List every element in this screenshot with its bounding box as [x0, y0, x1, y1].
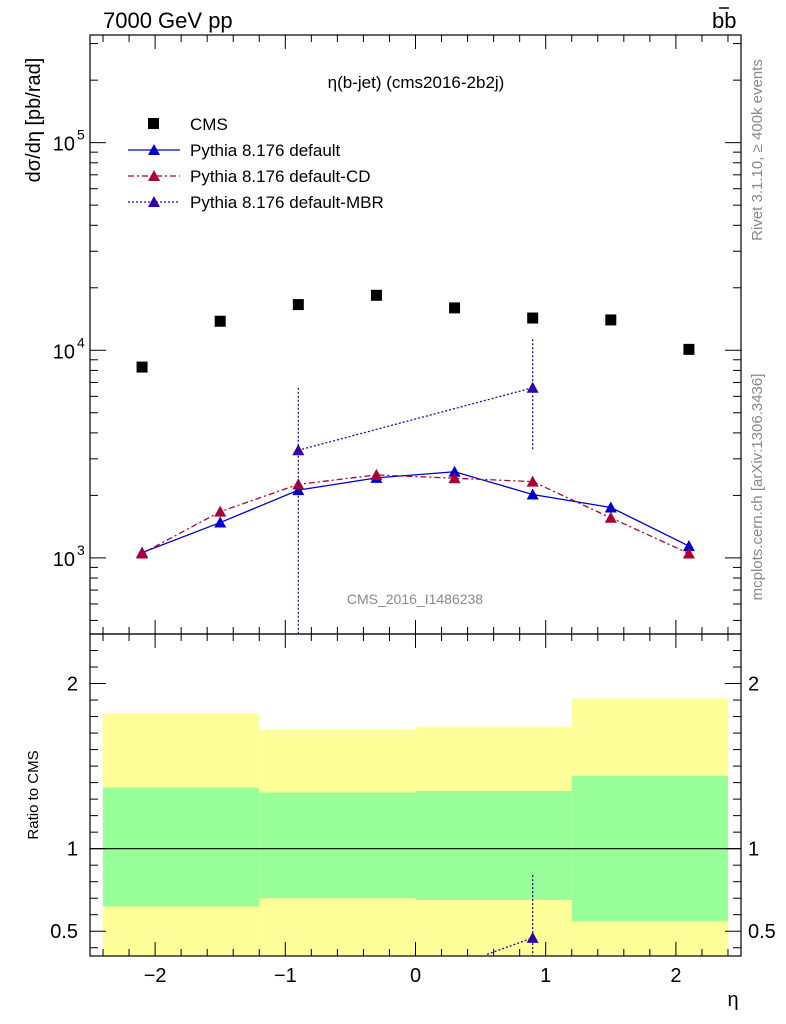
ratio-y-tick-label: 1	[67, 839, 78, 861]
legend-marker-1	[148, 144, 160, 155]
y-axis-label: dσ/dη [pb/rad]	[23, 58, 45, 183]
cms-point	[605, 314, 617, 326]
legend-entry: Pythia 8.176 default-CD	[190, 167, 371, 186]
legend-marker-3	[148, 196, 160, 207]
ratio-y-tick-label-right: 0.5	[748, 921, 776, 943]
header-right-bar: b	[724, 8, 736, 33]
series-marker-1	[604, 501, 617, 513]
legend: CMS Pythia 8.176 default Pythia 8.176 defa…	[128, 115, 384, 212]
main-data	[136, 289, 695, 634]
series-marker-2	[448, 472, 461, 484]
cms-point	[136, 361, 148, 373]
cms-point	[214, 315, 226, 327]
cms-point	[683, 343, 695, 355]
legend-entry: CMS	[190, 115, 228, 134]
cms-point	[370, 289, 382, 301]
ratio-y-axis-label: Ratio to CMS	[25, 750, 42, 839]
main-y-tick-label: 10	[53, 549, 75, 571]
ratio-y-tick-label-right: 2	[748, 674, 759, 696]
ratio-y-tick-label-right: 1	[748, 839, 759, 861]
ratio-ticks: −2 −1 0 1 2 0.5 0.5 1 1 2 2	[50, 634, 776, 987]
ratio-x-tick-label: 1	[540, 965, 551, 987]
ratio-x-tick-label: 0	[410, 965, 421, 987]
mcplots-label: mcplots.cern.ch [arXiv:1306.3436]	[749, 374, 766, 601]
main-y-tick-label: 10	[53, 341, 75, 363]
series-marker-2	[682, 547, 695, 559]
main-y-tick-exponent: 4	[77, 334, 85, 350]
series-marker-2	[526, 475, 539, 487]
series-marker-3	[526, 381, 539, 393]
ratio-x-tick-label: −1	[274, 965, 297, 987]
cms-point	[292, 299, 304, 311]
green-band	[415, 790, 572, 900]
green-band	[259, 792, 416, 899]
series-marker-1	[526, 488, 539, 500]
x-axis-label: η	[727, 989, 738, 1011]
series-marker-2	[214, 505, 227, 517]
series-marker-2	[136, 547, 149, 559]
main-y-tick-exponent: 3	[77, 542, 85, 558]
green-band	[103, 787, 260, 907]
mbr-ratio-line	[486, 937, 533, 955]
series-line-2	[141, 474, 690, 555]
ratio-y-tick-label: 0.5	[50, 921, 78, 943]
series-marker-2	[370, 468, 383, 480]
series-marker-1	[682, 540, 695, 552]
series-marker-1	[448, 465, 461, 477]
mbr-ratio-marker	[526, 931, 539, 943]
ratio-x-tick-label: −2	[144, 965, 167, 987]
chart-title: η(b-jet) (cms2016-2b2j)	[328, 73, 505, 92]
cms-point	[527, 312, 539, 324]
header-left: 7000 GeV pp	[103, 8, 233, 33]
legend-marker-cms	[148, 118, 159, 129]
legend-entry: Pythia 8.176 default-MBR	[190, 193, 384, 212]
analysis-watermark: CMS_2016_I1486238	[347, 591, 483, 607]
main-y-tick-label: 10	[53, 134, 75, 156]
ratio-x-tick-label: 2	[670, 965, 681, 987]
series-line-3	[298, 387, 533, 451]
series-marker-3	[292, 444, 305, 456]
main-y-tick-exponent: 5	[77, 127, 85, 143]
series-marker-2	[604, 511, 617, 523]
ratio-y-tick-label: 2	[67, 674, 78, 696]
main-plot-frame	[89, 34, 742, 635]
rivet-label: Rivet 3.1.10, ≥ 400k events	[749, 59, 766, 241]
cms-point	[449, 302, 461, 314]
series-marker-1	[214, 516, 227, 528]
legend-entry: Pythia 8.176 default	[190, 141, 341, 160]
series-line-1	[141, 471, 690, 554]
legend-marker-2	[148, 170, 160, 181]
ratio-data	[90, 848, 741, 956]
header-right: bb	[712, 8, 737, 33]
ratio-bands	[103, 698, 728, 956]
